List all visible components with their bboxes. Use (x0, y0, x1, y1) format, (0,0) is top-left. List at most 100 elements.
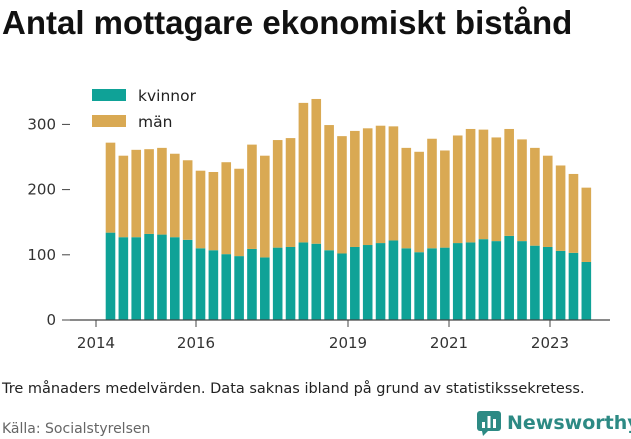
newsworthy-logo-icon (477, 411, 501, 436)
bar-kvinnor (517, 241, 527, 320)
bar-kvinnor (221, 254, 232, 320)
bar-kvinnor (311, 243, 322, 320)
bar-man (581, 187, 592, 262)
bar-kvinnor (195, 248, 206, 320)
bar-man (131, 149, 142, 238)
bar-kvinnor (118, 237, 129, 320)
chart-title: Antal mottagare ekonomiskt bistånd (2, 4, 573, 41)
y-tick-label: 200 (27, 181, 56, 199)
bar-man (144, 149, 154, 234)
bar-kvinnor (144, 233, 154, 320)
bar-kvinnor (362, 245, 373, 320)
bar-man (337, 136, 347, 254)
bar-kvinnor (285, 246, 296, 320)
bar-kvinnor (247, 248, 257, 320)
x-tick-label: 2014 (77, 334, 115, 352)
legend: kvinnor män (92, 87, 197, 131)
bar-man (272, 140, 283, 248)
x-tick-label: 2019 (329, 334, 367, 352)
bar-kvinnor (272, 247, 283, 320)
bar-man (478, 129, 489, 240)
bar-man (555, 165, 566, 251)
bar-man (452, 135, 463, 244)
bar-kvinnor (478, 239, 489, 320)
bar-man (298, 102, 309, 243)
x-tick-label: 2016 (177, 334, 215, 352)
bar-kvinnor (465, 242, 476, 320)
bar-kvinnor (131, 237, 142, 320)
chart-note: Tre månaders medelvärden. Data saknas ib… (2, 381, 585, 397)
bar-man (491, 137, 502, 242)
bar-kvinnor (260, 257, 270, 320)
x-axis: 2014 2016 2019 2021 2023 (77, 320, 569, 352)
x-tick-label: 2023 (531, 334, 569, 352)
bar-kvinnor (568, 252, 579, 320)
bar-kvinnor (157, 234, 167, 320)
bar-kvinnor (298, 242, 309, 320)
bar-man (542, 155, 553, 247)
bar-kvinnor (542, 246, 553, 320)
bar-man (504, 128, 514, 236)
bar-man (414, 151, 424, 253)
bar-man (157, 147, 167, 235)
brand-logo[interactable]: Newsworthy (476, 410, 631, 436)
bar-man (440, 150, 450, 248)
bar-man (465, 128, 476, 243)
legend-swatch-kvinnor (92, 89, 126, 101)
brand-name: Newsworthy (507, 412, 631, 434)
bar-kvinnor (504, 235, 514, 320)
bar-kvinnor (375, 243, 386, 320)
bar-kvinnor (530, 245, 540, 320)
bar-man (568, 173, 579, 253)
bar-man (182, 160, 193, 240)
bar-man (170, 153, 180, 238)
bar-man (260, 155, 270, 258)
bar-man (375, 125, 386, 244)
y-axis: 0 100 200 300 (27, 115, 70, 329)
bar-kvinnor (182, 239, 193, 320)
bar-man (311, 98, 322, 244)
legend-label-kvinnor: kvinnor (138, 87, 197, 105)
y-tick-label: 300 (27, 115, 56, 133)
bar-kvinnor (337, 253, 347, 320)
bar-man (118, 155, 129, 238)
bar-man (285, 138, 296, 247)
bar-man (401, 147, 412, 249)
bar-man (324, 125, 334, 251)
bar-man (350, 130, 360, 247)
y-tick-label: 100 (27, 246, 56, 264)
bar-man (362, 128, 373, 246)
bar-kvinnor (170, 237, 180, 320)
bar-kvinnor (555, 250, 566, 320)
bar-kvinnor (491, 241, 502, 320)
bar-man (530, 147, 540, 246)
bar-kvinnor (105, 232, 116, 320)
bar-man (247, 144, 257, 249)
legend-label-man: män (138, 113, 172, 131)
bar-kvinnor (414, 252, 424, 320)
legend-swatch-man (92, 115, 126, 127)
bar-kvinnor (452, 243, 463, 320)
bar-man (388, 126, 399, 241)
bar-man (221, 162, 232, 255)
bar-kvinnor (350, 246, 360, 320)
bar-kvinnor (388, 240, 399, 320)
bar-man (427, 138, 437, 249)
bar-kvinnor (440, 247, 450, 320)
bar-man (517, 139, 527, 242)
bars-group (105, 98, 592, 320)
bar-kvinnor (427, 248, 437, 320)
bar-man (234, 168, 244, 257)
bar-man (105, 142, 116, 233)
source-credit: Källa: Socialstyrelsen (2, 421, 151, 437)
bar-kvinnor (234, 256, 244, 320)
bar-kvinnor (324, 250, 334, 320)
bar-man (195, 170, 206, 249)
bar-kvinnor (401, 248, 412, 320)
bar-kvinnor (208, 250, 219, 320)
bar-kvinnor (581, 261, 592, 320)
bar-man (208, 171, 219, 251)
y-tick-label: 0 (46, 311, 56, 329)
x-tick-label: 2021 (430, 334, 468, 352)
